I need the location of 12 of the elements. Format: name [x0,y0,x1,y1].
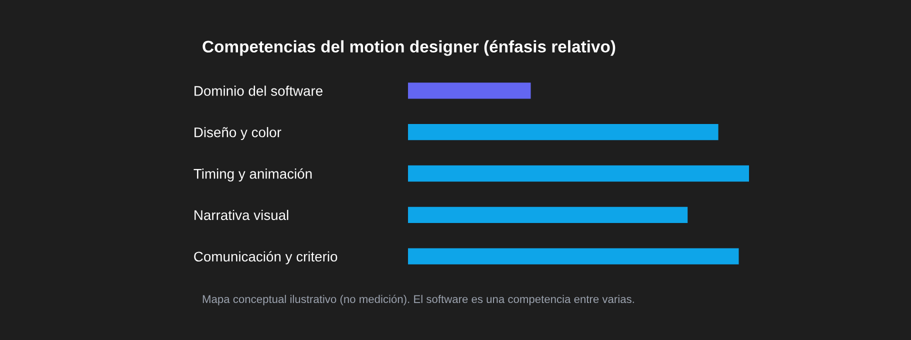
bar [408,82,531,99]
y-tick-label: Timing y animación [194,168,312,182]
bar [408,206,688,223]
text: Mapa conceptual ilustrativo (no medición). El software es una competencia entre varias. [202,294,634,306]
chart-title: Competencias del motion designer (énfasis relativo) [202,40,616,56]
y-tick-label: Narrativa visual [194,210,288,220]
y-tick-label: Comunicación y criterio [194,251,338,264]
y-tick-label: Diseño y color [194,127,282,140]
bar [408,248,739,264]
y-tick-label: Dominio del software [194,86,322,96]
bar [408,165,749,182]
bar [408,124,718,140]
